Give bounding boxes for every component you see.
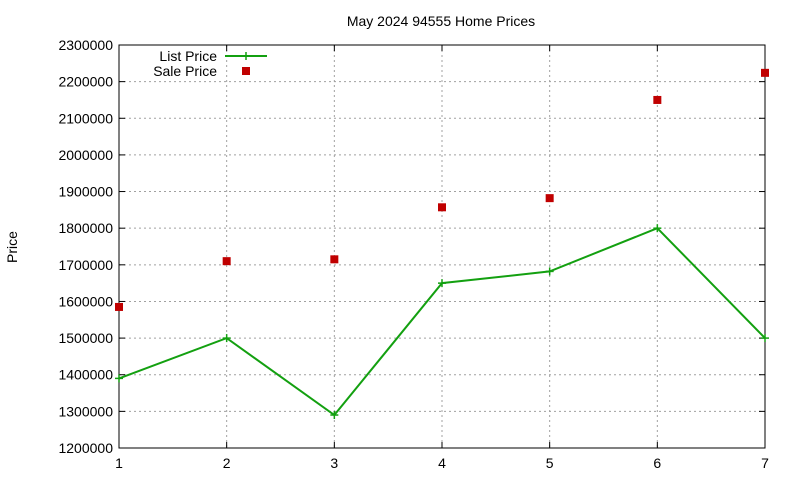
- data-point: [653, 224, 662, 233]
- data-point: [330, 255, 339, 264]
- x-tick-label: 1: [115, 455, 123, 471]
- data-point: [761, 334, 769, 343]
- y-tick-label: 1300000: [58, 403, 113, 419]
- x-tick-label: 3: [330, 455, 338, 471]
- x-tick-label: 4: [438, 455, 446, 471]
- series-sale-price: [115, 68, 769, 311]
- legend-marker-list-price: [242, 52, 250, 60]
- data-point: [222, 257, 231, 266]
- series-list-price: [115, 224, 769, 420]
- series: [115, 68, 769, 420]
- legend-label-list-price: List Price: [159, 48, 217, 64]
- x-tick-label: 5: [546, 455, 554, 471]
- legend-swatches: [225, 52, 267, 75]
- y-tick-label: 1200000: [58, 440, 113, 456]
- legend: List Price Sale Price: [153, 48, 267, 79]
- data-point: [653, 95, 662, 104]
- y-axis-label: Price: [4, 231, 20, 263]
- data-point: [545, 267, 554, 276]
- y-tick-label: 2100000: [58, 110, 113, 126]
- data-point: [222, 334, 231, 343]
- data-point: [438, 279, 446, 288]
- y-tick-label: 2200000: [58, 74, 113, 90]
- y-tick-label: 1800000: [58, 220, 113, 236]
- chart-title: May 2024 94555 Home Prices: [347, 13, 535, 29]
- grid: [119, 45, 765, 448]
- data-point: [545, 194, 554, 203]
- data-point: [330, 411, 339, 420]
- y-tick-label: 1700000: [58, 257, 113, 273]
- x-axis-tick-labels: 1 2 3 4 5 6 7: [115, 455, 769, 471]
- y-axis-tick-labels: 1200000 1300000 1400000 1500000 1600000 17000…: [58, 37, 113, 456]
- legend-label-sale-price: Sale Price: [153, 63, 217, 79]
- y-tick-label: 2000000: [58, 147, 113, 163]
- y-tick-label: 2300000: [58, 37, 113, 53]
- legend-marker-sale-price: [242, 67, 250, 75]
- data-point: [115, 302, 123, 311]
- data-point: [761, 68, 769, 77]
- x-tick-label: 2: [223, 455, 231, 471]
- data-point: [115, 374, 123, 383]
- y-tick-label: 1600000: [58, 293, 113, 309]
- x-tick-label: 7: [761, 455, 769, 471]
- y-tick-label: 1400000: [58, 367, 113, 383]
- data-point: [438, 203, 446, 212]
- y-tick-label: 1900000: [58, 184, 113, 200]
- x-tick-label: 6: [653, 455, 661, 471]
- y-tick-label: 1500000: [58, 330, 113, 346]
